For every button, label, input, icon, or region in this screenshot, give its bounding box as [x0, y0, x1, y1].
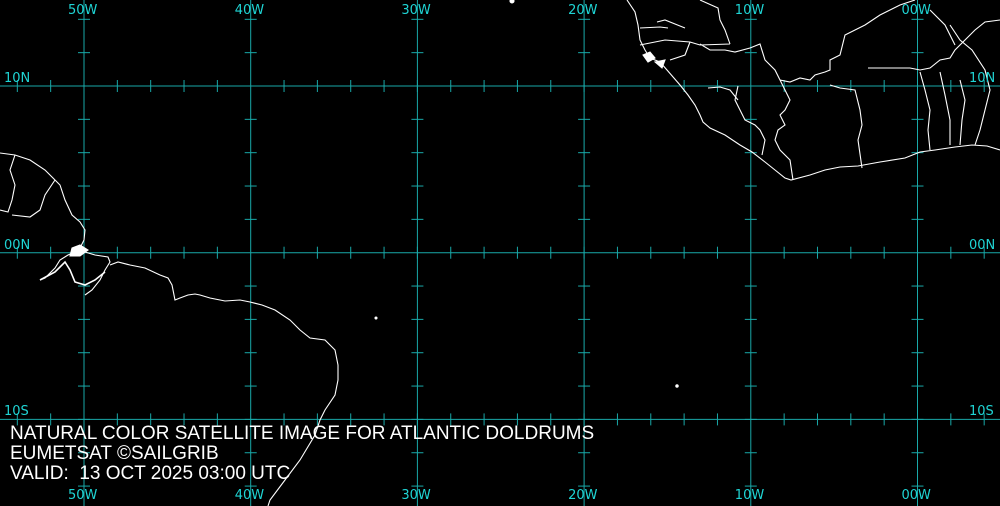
amazon-delta: [39, 260, 106, 286]
south-america-coast: [0, 152, 339, 506]
longitude-label-bottom: 40W: [234, 488, 265, 503]
caption-valid-time: VALID: 13 OCT 2025 03:00 UTC: [10, 463, 291, 484]
latitude-label-left: 10N: [4, 71, 31, 86]
island: [509, 0, 515, 4]
latitude-label-right: 10N: [969, 71, 996, 86]
bijagos-islands: [642, 51, 666, 69]
south-america-border: [0, 154, 56, 218]
longitude-label-top: 20W: [568, 3, 598, 18]
caption-credit: EUMETSAT ©SAILGRIB: [10, 443, 219, 464]
island: [374, 316, 378, 320]
longitude-label-bottom: 10W: [734, 488, 765, 503]
island: [675, 384, 679, 388]
latitude-label-left: 00N: [4, 237, 31, 253]
latitude-label-right: 10S: [969, 404, 994, 420]
africa-borders: [639, 0, 1000, 181]
longitude-label-top: 30W: [401, 3, 431, 18]
longitude-label-bottom: 30W: [401, 488, 431, 503]
longitude-label-bottom: 20W: [568, 488, 598, 503]
longitude-label-bottom: 50W: [68, 488, 98, 503]
longitude-label-top: 50W: [68, 3, 98, 18]
marajo-island: [69, 244, 89, 257]
longitude-label-bottom: 00W: [901, 488, 931, 503]
longitude-label-top: 10W: [734, 3, 765, 18]
latitude-label-right: 00N: [969, 237, 996, 253]
latitude-label-left: 10S: [4, 404, 29, 420]
longitude-label-top: 40W: [234, 3, 265, 18]
caption: NATURAL COLOR SATELLITE IMAGE FOR ATLANT…: [10, 424, 594, 484]
longitude-label-top: 00W: [901, 3, 931, 18]
caption-title: NATURAL COLOR SATELLITE IMAGE FOR ATLANT…: [10, 423, 595, 444]
